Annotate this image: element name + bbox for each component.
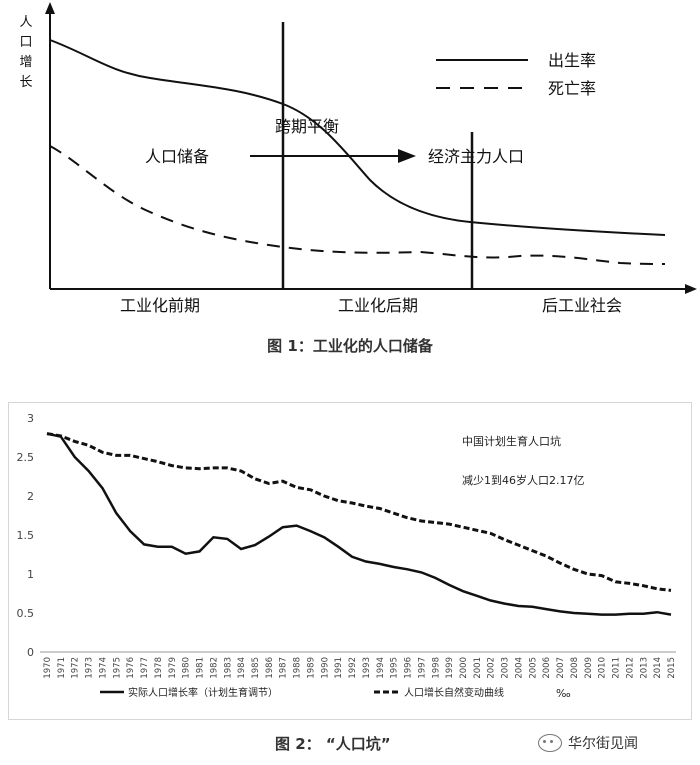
fig2-x-tick-label: 1991 [334, 657, 344, 679]
fig2-x-tick-label: 1990 [320, 657, 330, 679]
fig2-x-tick-label: 1986 [265, 657, 275, 679]
fig1-phase-1: 工业化前期 [120, 296, 200, 315]
fig2-x-tick-label: 1984 [237, 657, 247, 679]
fig2-actual-line [46, 432, 672, 616]
fig2-x-tick-label: 1976 [126, 657, 136, 679]
wechat-icon [538, 734, 562, 752]
figure1-chart: 人口增长 出生率 死亡率 跨期平衡 人口储备 经济主力人口 工业化前期 工业化后… [19, 2, 697, 315]
fig2-x-tick-label: 1983 [223, 657, 233, 679]
fig2-x-tick-label: 1993 [362, 657, 372, 679]
fig2-x-tick-label: 2011 [612, 657, 622, 679]
fig1-y-label-char: 口 [19, 35, 32, 50]
fig1-legend-death: 死亡率 [548, 79, 596, 98]
fig2-x-tick-label: 2013 [639, 657, 649, 679]
fig2-x-ticks: 1970 1971 1972 1973 1974 1975 1976 1977 1978 1979… [43, 657, 677, 679]
figure2-frame [8, 402, 692, 720]
fig1-legend-birth: 出生率 [548, 51, 596, 70]
fig2-x-tick-label: 1985 [251, 657, 261, 679]
fig2-x-tick-label: 1979 [168, 657, 178, 679]
figure2-chart: 00.511.522.53 1970 1971 1972 1973 1974 1975 19… [17, 412, 678, 700]
fig2-x-tick-label: 1992 [348, 657, 358, 679]
fig1-y-label-char: 人 [19, 15, 32, 30]
fig2-x-tick-label: 1999 [445, 657, 455, 679]
fig2-y-tick-label: 2.5 [17, 451, 35, 464]
fig2-x-tick-label: 1995 [390, 657, 400, 679]
watermark: 华尔街见闻 [538, 733, 638, 753]
fig1-y-label-char: 增 [19, 55, 32, 70]
fig2-x-tick-label: 2008 [570, 657, 580, 679]
fig2-x-tick-label: 1971 [57, 657, 67, 679]
fig2-x-tick-label: 2014 [653, 657, 663, 679]
fig1-annotation-cross: 跨期平衡 [275, 117, 339, 136]
fig2-x-tick-label: 1974 [98, 657, 108, 679]
fig2-x-tick-label: 2010 [598, 657, 608, 679]
fig2-x-tick-label: 1977 [140, 657, 150, 679]
fig1-y-label: 人口增长 [19, 15, 32, 90]
fig2-x-tick-label: 1989 [306, 657, 316, 679]
fig2-x-tick-label: 2003 [501, 657, 511, 679]
fig2-x-tick-label: 1998 [431, 657, 441, 679]
fig2-y-tick-label: 0.5 [17, 607, 35, 620]
fig2-x-tick-label: 2004 [514, 657, 524, 679]
fig2-x-tick-label: 2012 [625, 657, 635, 679]
fig1-annotation-main-force: 经济主力人口 [428, 147, 524, 166]
fig2-x-tick-label: 2001 [473, 657, 483, 679]
fig2-y-tick-label: 2 [27, 490, 34, 503]
figure1-caption: 图 1：工业化的人口储备 [267, 337, 433, 355]
fig2-x-tick-label: 1970 [43, 657, 53, 679]
fig2-legend-actual: 实际人口增长率（计划生育调节） [128, 686, 278, 699]
fig2-x-tick-label: 1980 [182, 657, 192, 679]
fig2-x-tick-label: 1994 [376, 657, 386, 679]
fig2-y-tick-label: 0 [27, 646, 34, 659]
fig1-annotation-reserve: 人口储备 [145, 147, 209, 166]
fig2-x-tick-label: 1982 [209, 657, 219, 679]
fig2-y-tick-label: 1 [27, 568, 34, 581]
fig1-birth-rate-line [49, 39, 666, 236]
fig2-x-tick-label: 1975 [112, 657, 122, 679]
fig2-x-tick-label: 2002 [487, 657, 497, 679]
fig2-note-detail: 减少1到46岁人口2.17亿 [462, 473, 585, 487]
fig1-phase-2: 工业化后期 [338, 296, 418, 315]
figure2-caption: 图 2： “人口坑” [275, 735, 391, 753]
fig1-x-axis-arrow [685, 284, 697, 294]
fig2-x-tick-label: 2009 [584, 657, 594, 679]
fig2-y-ticks: 0 0.5 1 1.5 2 2.5 3 [17, 412, 35, 659]
fig2-x-tick-label: 1996 [404, 657, 414, 679]
fig1-death-rate-line [49, 145, 666, 265]
fig1-y-label-char: 长 [19, 75, 32, 90]
fig2-natural-line [46, 432, 672, 592]
fig1-phase-3: 后工业社会 [542, 296, 622, 315]
fig2-x-tick-label: 1997 [417, 657, 427, 679]
fig1-arrow-head [398, 149, 416, 163]
fig2-x-tick-label: 2005 [528, 657, 538, 679]
fig2-x-tick-label: 2006 [542, 657, 552, 679]
fig2-y-tick-label: 1.5 [17, 529, 35, 542]
fig2-y-tick-label: 3 [27, 412, 34, 425]
fig2-x-tick-label: 1978 [154, 657, 164, 679]
fig2-note-title: 中国计划生育人口坑 [462, 434, 561, 448]
fig2-x-tick-label: 2000 [459, 657, 469, 679]
fig2-x-tick-label: 1981 [196, 657, 206, 679]
fig2-x-tick-label: 2007 [556, 657, 566, 679]
fig2-legend-natural: 人口增长自然变动曲线 [404, 686, 504, 699]
fig2-x-tick-label: 1973 [85, 657, 95, 679]
fig2-x-tick-label: 1987 [279, 657, 289, 679]
fig2-x-tick-label: 1988 [293, 657, 303, 679]
watermark-text: 华尔街见闻 [568, 736, 638, 752]
fig2-unit: ‰ [556, 687, 571, 700]
fig1-y-axis-arrow [45, 2, 55, 14]
fig2-x-tick-label: 1972 [71, 657, 81, 679]
fig2-x-tick-label: 2015 [667, 657, 677, 679]
